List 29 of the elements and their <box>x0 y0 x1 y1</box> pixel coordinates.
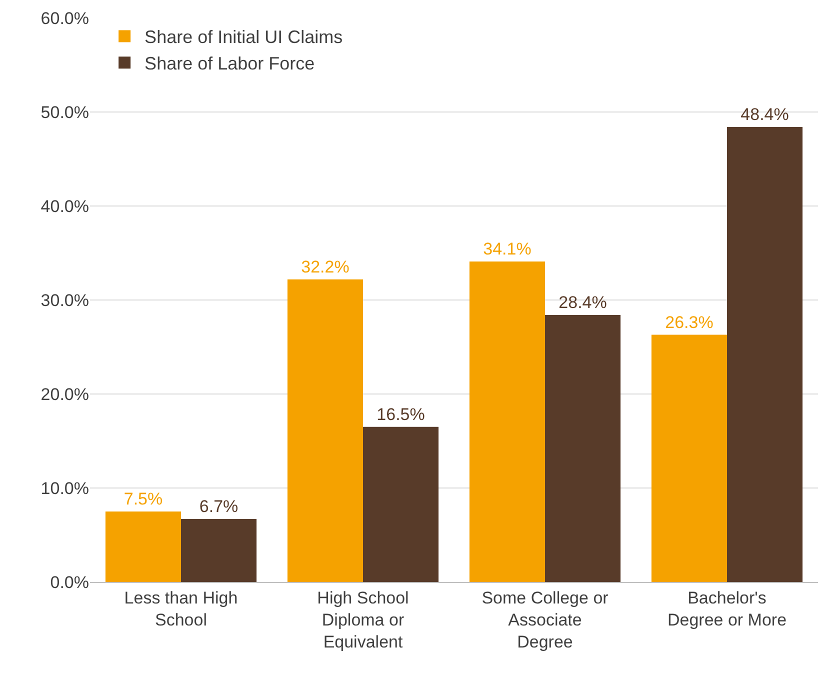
bar <box>287 279 363 582</box>
legend-label: Share of Labor Force <box>144 54 315 74</box>
data-label: 7.5% <box>124 490 163 508</box>
data-label: 26.3% <box>665 312 714 332</box>
x-tick-label: Bachelor's Degree or More <box>667 588 787 630</box>
y-tick-label: 20.0% <box>40 384 89 404</box>
y-tick-label: 30.0% <box>40 290 89 310</box>
data-label: 16.5% <box>376 404 425 424</box>
data-label: 32.2% <box>301 257 350 276</box>
bar <box>469 261 545 582</box>
x-tick-label: Some College or Associate Degree <box>482 588 609 652</box>
y-tick-label: 40.0% <box>40 196 89 216</box>
legend-label: Share of Initial UI Claims <box>144 27 343 48</box>
y-tick-label: 50.0% <box>40 102 89 122</box>
bar <box>181 519 257 582</box>
y-tick-label: 0.0% <box>50 572 89 592</box>
data-label: 48.4% <box>740 105 789 124</box>
bar <box>651 334 727 582</box>
data-label: 6.7% <box>199 497 238 516</box>
data-label: 34.1% <box>483 239 532 258</box>
bar <box>545 315 621 582</box>
x-tick-label: Less than High School <box>124 588 238 630</box>
bar <box>363 426 439 582</box>
data-label: 28.4% <box>558 293 607 312</box>
y-tick-label: 10.0% <box>40 478 89 498</box>
y-tick-label: 60.0% <box>40 8 89 28</box>
bar <box>727 127 803 582</box>
bar <box>105 512 181 582</box>
x-tick-label: High School Diploma or Equivalent <box>317 588 409 652</box>
